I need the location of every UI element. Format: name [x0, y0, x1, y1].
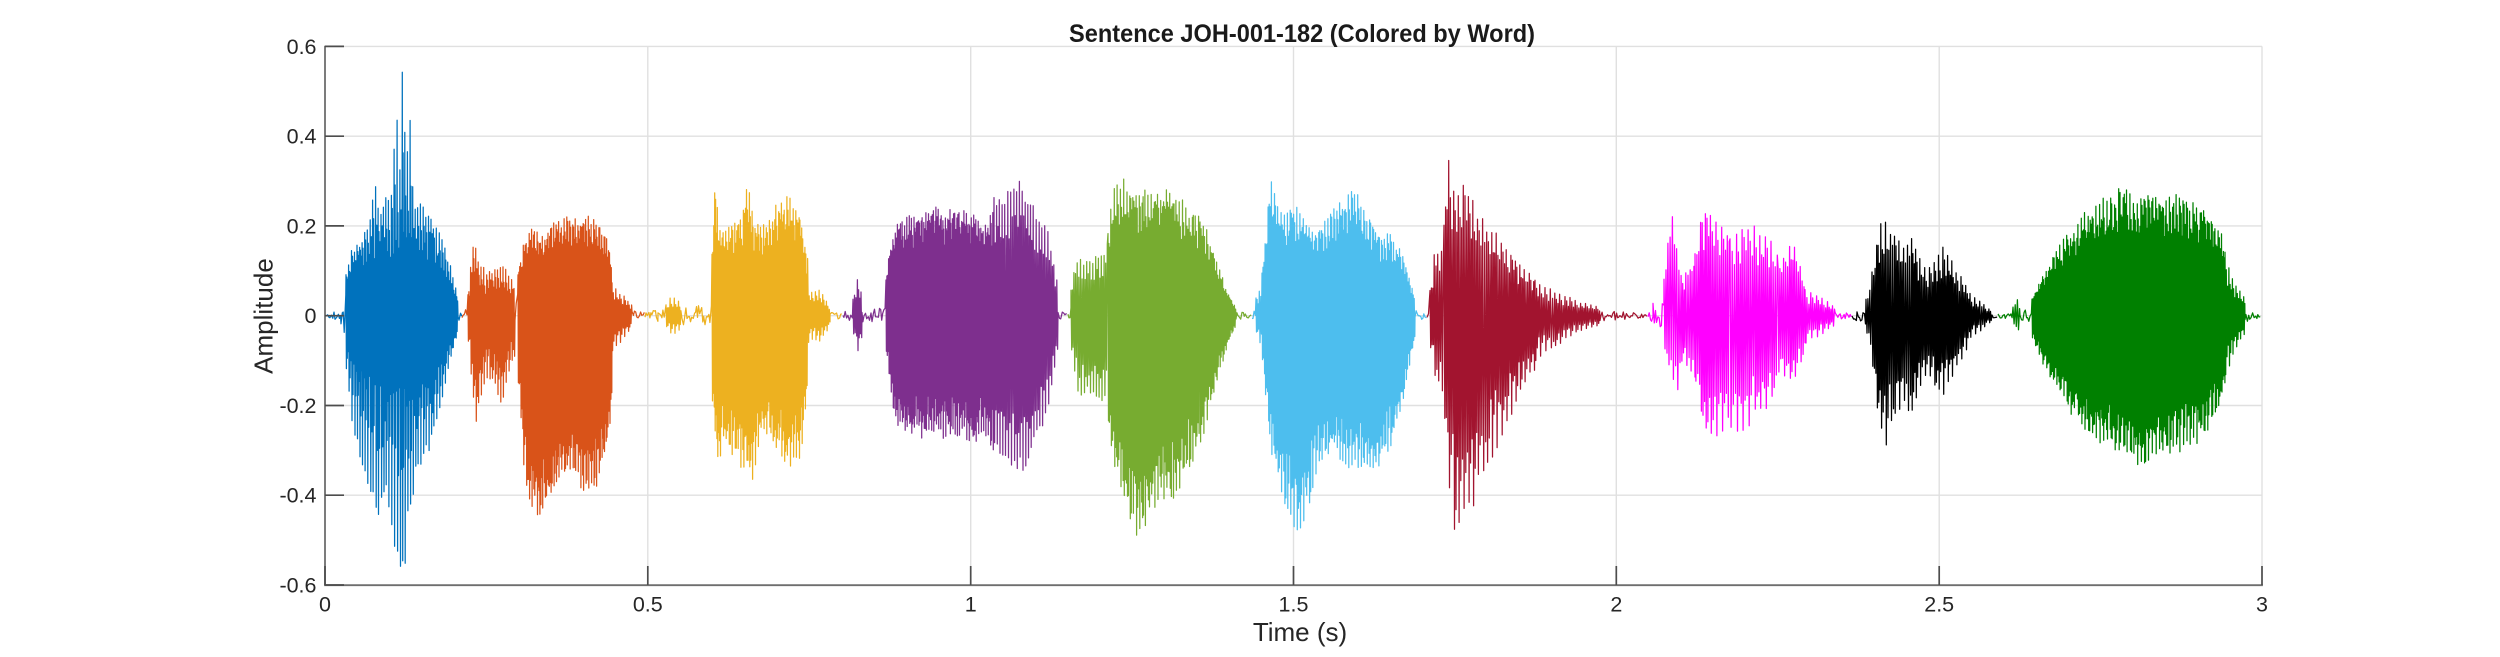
svg-text:3: 3 [2256, 593, 2268, 617]
svg-text:0.6: 0.6 [287, 35, 317, 59]
svg-text:2.5: 2.5 [1924, 593, 1954, 617]
svg-text:Amplitude: Amplitude [249, 258, 279, 374]
svg-text:0.4: 0.4 [287, 125, 317, 149]
svg-text:0.2: 0.2 [287, 214, 317, 238]
svg-text:0.5: 0.5 [633, 593, 663, 617]
svg-text:0: 0 [319, 593, 331, 617]
svg-text:Time (s): Time (s) [1253, 617, 1347, 647]
svg-text:-0.4: -0.4 [279, 484, 316, 508]
svg-text:1: 1 [965, 593, 977, 617]
svg-text:2: 2 [1610, 593, 1622, 617]
svg-text:Sentence JOH-001-182 (Colored: Sentence JOH-001-182 (Colored by Word) [1069, 20, 1535, 48]
svg-text:-0.6: -0.6 [279, 574, 316, 598]
svg-text:-0.2: -0.2 [279, 394, 316, 418]
svg-text:0: 0 [305, 304, 317, 328]
svg-text:1.5: 1.5 [1279, 593, 1309, 617]
